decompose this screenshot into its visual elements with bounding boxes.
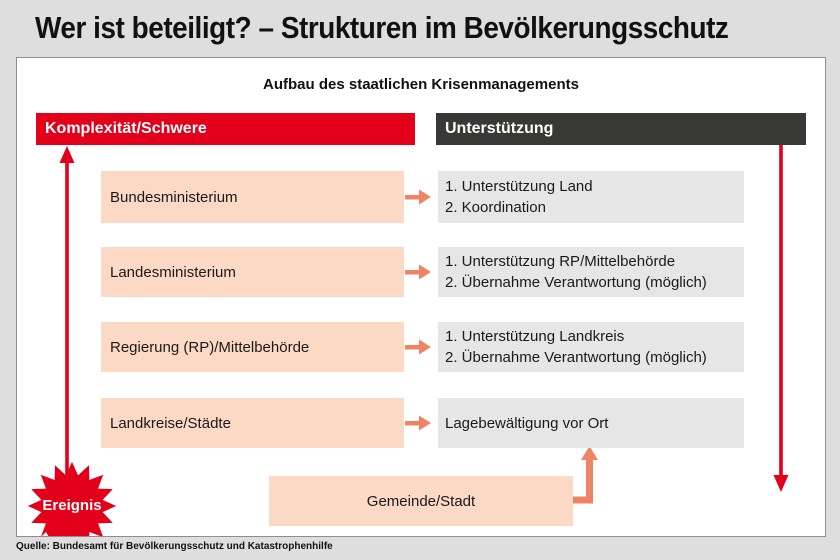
level-box: Bundesministerium — [101, 171, 404, 223]
diagram-subtitle: Aufbau des staatlichen Krisenmanagements — [263, 76, 579, 93]
support-box: 1. Unterstützung RP/Mittelbehörde 2. Übe… — [438, 247, 744, 297]
event-badge: Ereignis — [26, 460, 118, 536]
page-title: Wer ist beteiligt? – Strukturen im Bevöl… — [35, 10, 729, 45]
support-line: Lagebewältigung vor Ort — [445, 414, 609, 432]
level-box: Landkreise/Städte — [101, 398, 404, 448]
starburst-icon — [27, 461, 117, 536]
support-line: 2. Übernahme Verantwortung (möglich) — [445, 274, 707, 291]
flow-arrow-right-icon — [405, 189, 431, 205]
support-line: 1. Unterstützung Landkreis — [445, 328, 625, 345]
support-line: 2. Koordination — [445, 199, 546, 216]
support-line: 2. Übernahme Verantwortung (möglich) — [445, 349, 707, 366]
level-box: Regierung (RP)/Mittelbehörde — [101, 322, 404, 372]
event-badge-label: Ereignis — [42, 497, 102, 514]
level-row-landkreise: Landkreise/Städte Lagebewältigung vor Or… — [17, 398, 825, 448]
flow-arrow-right-icon — [405, 264, 431, 280]
gemeinde-stadt-box: Gemeinde/Stadt — [269, 476, 573, 526]
level-box: Landesministerium — [101, 247, 404, 297]
source-note: Quelle: Bundesamt für Bevölkerungsschutz… — [16, 541, 333, 552]
complexity-axis-arrow-up-icon — [59, 146, 75, 478]
elbow-arrow-up-icon — [573, 446, 598, 504]
support-box: 1. Unterstützung Land 2. Koordination — [438, 171, 744, 223]
level-row-land: Landesministerium 1. Unterstützung RP/Mi… — [17, 247, 825, 297]
support-axis-bar: Unterstützung — [436, 113, 806, 145]
level-row-rp: Regierung (RP)/Mittelbehörde 1. Unterstü… — [17, 322, 825, 372]
support-box: Lagebewältigung vor Ort — [438, 398, 744, 448]
support-box: 1. Unterstützung Landkreis 2. Übernahme … — [438, 322, 744, 372]
support-axis-arrow-down-icon — [773, 145, 789, 492]
flow-arrow-right-icon — [405, 339, 431, 355]
support-line: 1. Unterstützung Land — [445, 178, 593, 195]
flow-arrow-right-icon — [405, 415, 431, 431]
level-row-bund: Bundesministerium 1. Unterstützung Land … — [17, 171, 825, 223]
complexity-axis-bar: Komplexität/Schwere — [36, 113, 415, 145]
support-line: 1. Unterstützung RP/Mittelbehörde — [445, 253, 676, 270]
diagram-frame: Aufbau des staatlichen Krisenmanagements… — [16, 57, 826, 537]
